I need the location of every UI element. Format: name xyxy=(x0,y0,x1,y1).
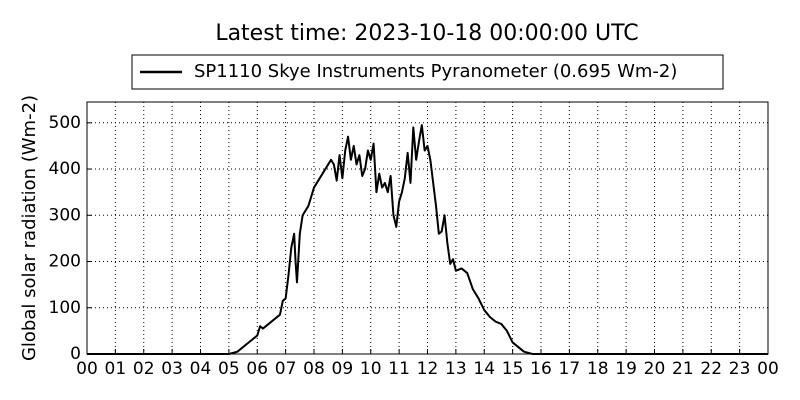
x-tick-label: 08 xyxy=(303,359,325,379)
x-tick-label: 10 xyxy=(360,359,382,379)
x-tick-label: 21 xyxy=(672,359,694,379)
x-tick-label: 22 xyxy=(700,359,722,379)
x-tick-label: 05 xyxy=(218,359,240,379)
x-tick-label: 02 xyxy=(133,359,155,379)
chart-title: Latest time: 2023-10-18 00:00:00 UTC xyxy=(215,21,638,46)
x-tick-label: 12 xyxy=(417,359,439,379)
x-tick-label: 17 xyxy=(559,359,581,379)
data-line xyxy=(87,124,768,355)
x-tick-label: 03 xyxy=(161,359,183,379)
x-tick-label: 01 xyxy=(105,359,127,379)
x-tick-label: 07 xyxy=(275,359,297,379)
legend-box xyxy=(131,54,724,90)
x-tick-label: 09 xyxy=(332,359,354,379)
y-tick-label: 500 xyxy=(49,113,81,133)
y-tick-label: 200 xyxy=(49,252,81,272)
x-tick-label: 14 xyxy=(473,359,495,379)
x-tick-label: 06 xyxy=(246,359,268,379)
y-tick-label: 100 xyxy=(49,298,81,318)
x-tick-label: 23 xyxy=(729,359,751,379)
x-tick-label: 15 xyxy=(502,359,524,379)
x-tick-label: 13 xyxy=(445,359,467,379)
y-tick-label: 400 xyxy=(49,159,81,179)
x-tick-label: 20 xyxy=(644,359,666,379)
x-tick-label: 16 xyxy=(530,359,552,379)
legend-label: SP1110 Skye Instruments Pyranometer (0.6… xyxy=(194,61,677,82)
x-tick-label: 19 xyxy=(615,359,637,379)
x-tick-label: 00 xyxy=(76,359,98,379)
x-tick-label: 18 xyxy=(587,359,609,379)
x-tick-label: 00 xyxy=(757,359,779,379)
y-tick-label: 0 xyxy=(70,344,81,364)
y-axis-label: Global solar radiation (Wm-2) xyxy=(19,95,40,361)
x-tick-label: 04 xyxy=(190,359,212,379)
y-tick-label: 300 xyxy=(49,205,81,225)
plot-frame xyxy=(86,101,769,355)
x-tick-label: 11 xyxy=(388,359,410,379)
